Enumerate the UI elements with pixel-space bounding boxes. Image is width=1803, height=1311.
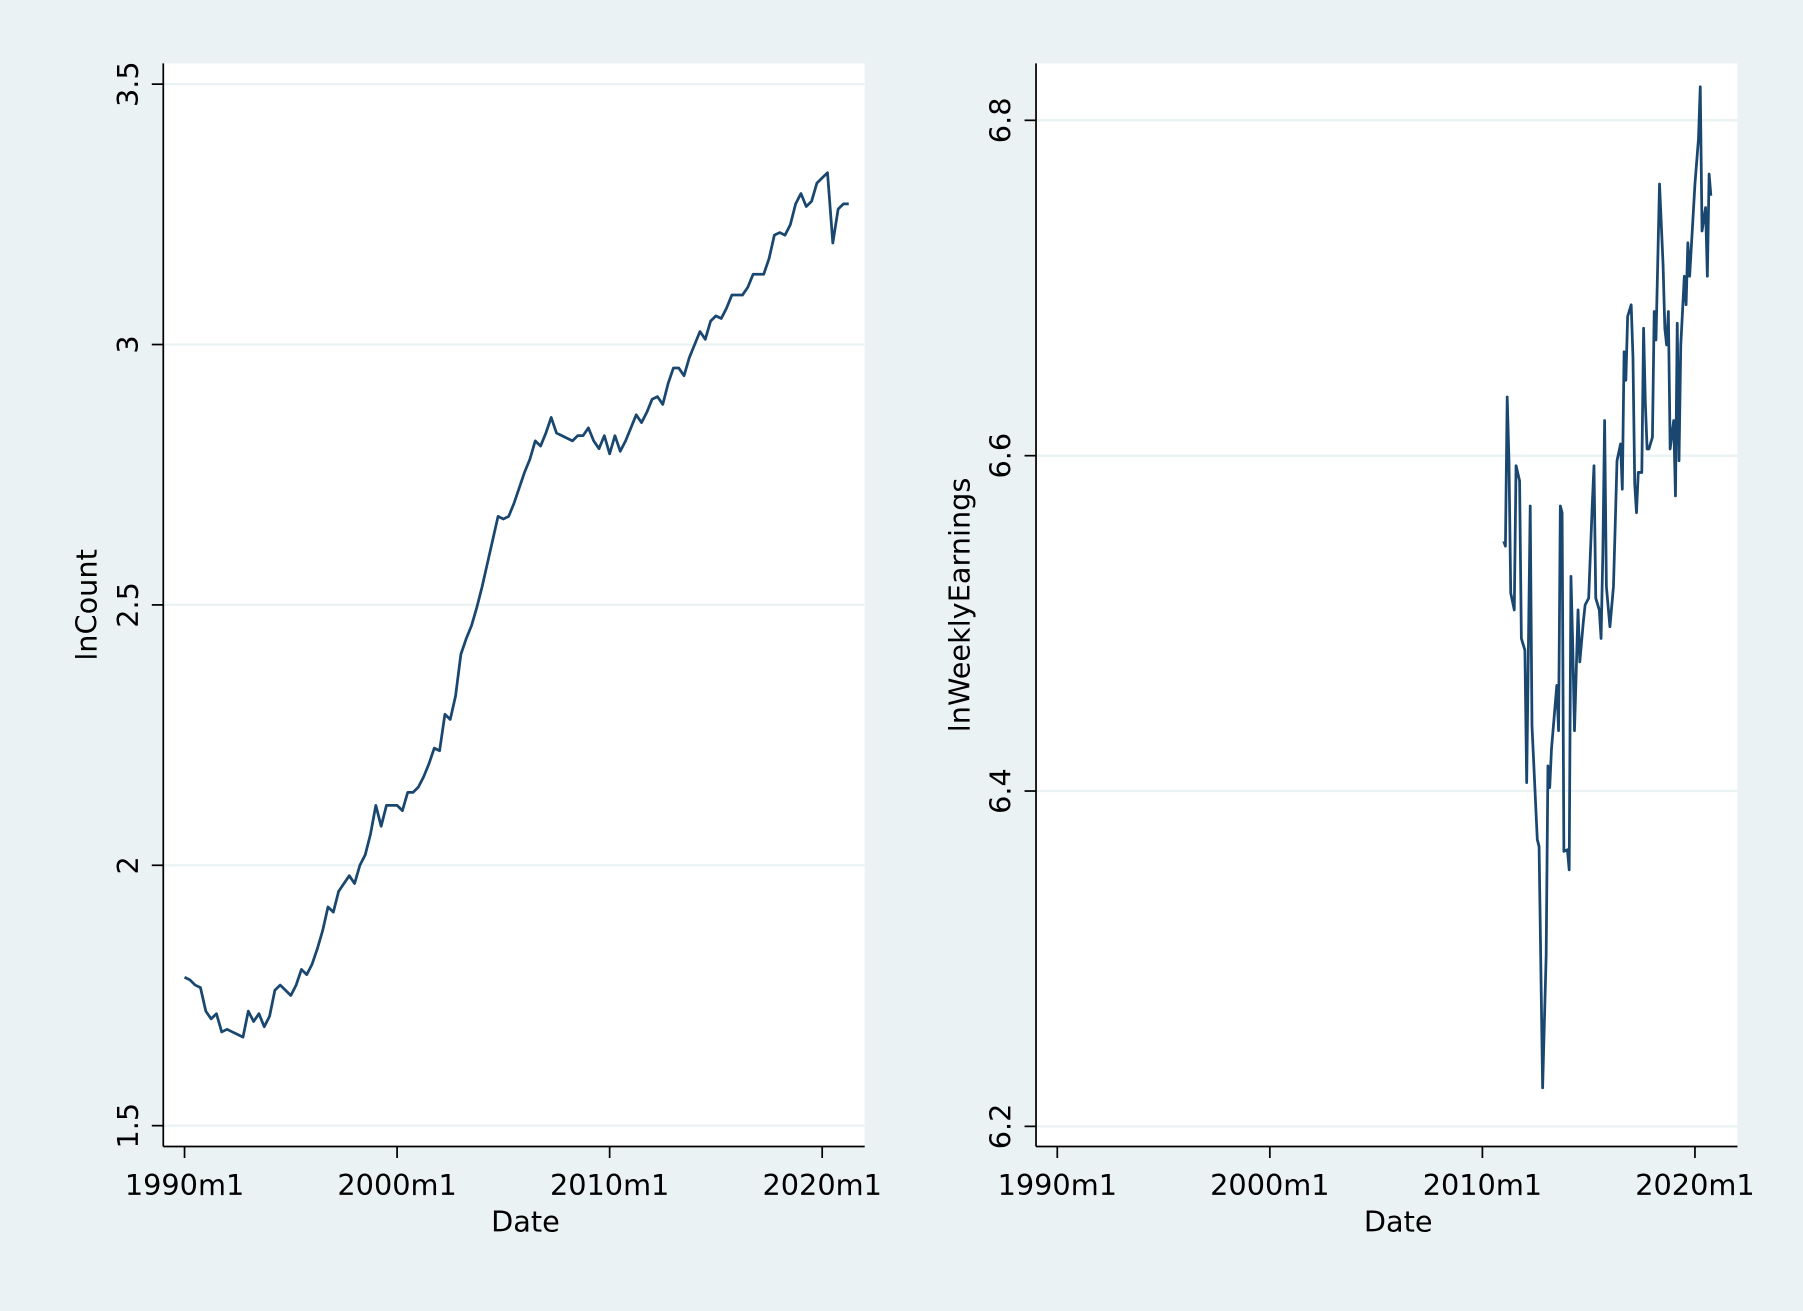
y-axis-title: lnWeeklyEarnings	[942, 478, 976, 733]
x-tick-label: 1990m1	[998, 1168, 1117, 1202]
x-tick-label: 2020m1	[1635, 1168, 1754, 1202]
y-tick-label: 6.8	[984, 97, 1018, 143]
y-tick-label: 6.6	[984, 433, 1018, 479]
x-tick-label: 2010m1	[550, 1168, 669, 1202]
y-tick-label: 6.4	[984, 768, 1018, 814]
data-line	[183, 171, 849, 1039]
x-axis-title: Date	[1364, 1205, 1433, 1239]
x-tick-label: 2000m1	[1210, 1168, 1329, 1202]
y-tick-label: 3	[111, 335, 145, 353]
y-tick-label: 2.5	[111, 582, 145, 628]
x-tick-label: 2000m1	[337, 1168, 456, 1202]
y-axis-title: lnCount	[70, 549, 104, 661]
plot-area	[1036, 63, 1738, 1147]
y-tick-label: 2	[111, 856, 145, 874]
y-tick-label: 6.2	[984, 1104, 1018, 1150]
x-tick-label: 1990m1	[125, 1168, 244, 1202]
y-tick-label: 1.5	[111, 1103, 145, 1149]
x-axis-title: Date	[491, 1205, 560, 1239]
x-tick-label: 2020m1	[762, 1168, 881, 1202]
x-tick-label: 2010m1	[1423, 1168, 1542, 1202]
data-line	[1502, 85, 1713, 1090]
y-tick-label: 3.5	[111, 61, 145, 107]
